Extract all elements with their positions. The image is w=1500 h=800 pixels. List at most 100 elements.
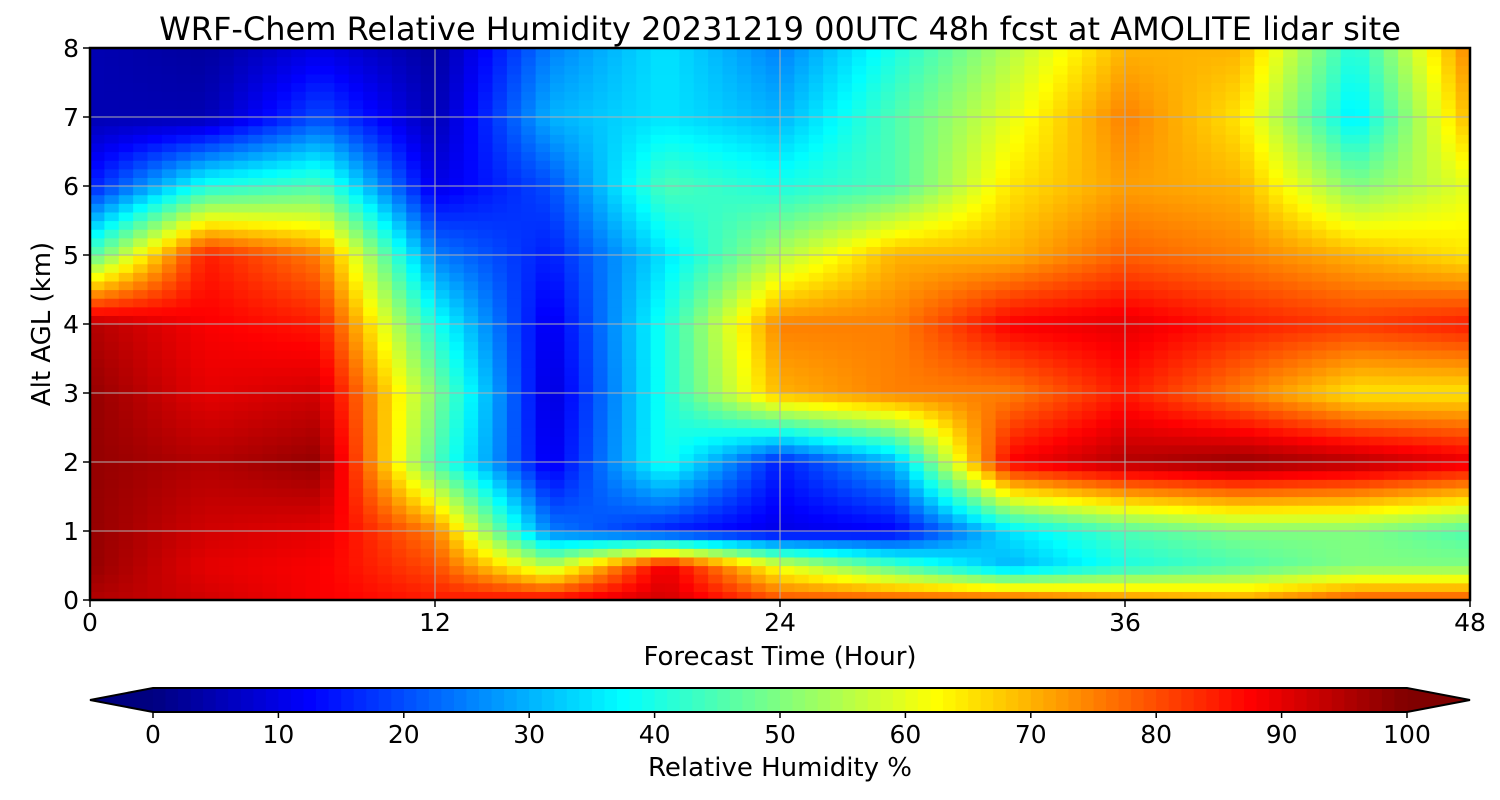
heatmap-cell bbox=[478, 548, 494, 558]
heatmap-cell bbox=[377, 522, 393, 532]
heatmap-cell bbox=[981, 522, 997, 532]
heatmap-cell bbox=[966, 453, 982, 463]
heatmap-cell bbox=[363, 186, 379, 196]
heatmap-cell bbox=[722, 358, 738, 368]
heatmap-cell bbox=[736, 255, 752, 265]
heatmap-cell bbox=[1225, 479, 1241, 489]
heatmap-cell bbox=[248, 151, 264, 161]
heatmap-cell bbox=[1297, 349, 1313, 360]
heatmap-cell bbox=[1383, 505, 1399, 515]
heatmap-cell bbox=[104, 280, 120, 291]
heatmap-cell bbox=[535, 341, 551, 351]
heatmap-cell bbox=[722, 427, 738, 437]
heatmap-cell bbox=[564, 513, 580, 523]
heatmap-cell bbox=[1268, 462, 1284, 472]
heatmap-cell bbox=[693, 556, 709, 567]
heatmap-cell bbox=[1426, 186, 1442, 196]
heatmap-cell bbox=[233, 582, 249, 592]
heatmap-cell bbox=[1225, 229, 1241, 239]
heatmap-cell bbox=[794, 358, 810, 368]
heatmap-cell bbox=[1168, 211, 1184, 222]
heatmap-cell bbox=[133, 496, 149, 506]
heatmap-cell bbox=[1326, 177, 1342, 187]
heatmap-cell bbox=[636, 496, 652, 506]
heatmap-cell bbox=[1139, 263, 1155, 273]
heatmap-cell bbox=[995, 263, 1011, 273]
heatmap-cell bbox=[1326, 522, 1342, 532]
heatmap-cell bbox=[1196, 315, 1212, 325]
heatmap-cell bbox=[593, 418, 609, 429]
heatmap-cell bbox=[190, 539, 206, 549]
heatmap-cell bbox=[219, 453, 235, 463]
heatmap-cell bbox=[1441, 531, 1457, 541]
heatmap-cell bbox=[478, 487, 494, 498]
heatmap-cell bbox=[751, 160, 767, 170]
heatmap-cell bbox=[363, 436, 379, 446]
heatmap-cell bbox=[665, 436, 680, 446]
heatmap-cell bbox=[492, 410, 508, 420]
heatmap-cell bbox=[1110, 246, 1126, 256]
heatmap-cell bbox=[866, 203, 882, 213]
heatmap-cell bbox=[895, 341, 910, 351]
heatmap-cell bbox=[104, 263, 120, 273]
heatmap-cell bbox=[550, 220, 565, 230]
heatmap-cell bbox=[1311, 332, 1327, 342]
heatmap-cell bbox=[665, 539, 680, 549]
heatmap-cell bbox=[420, 263, 436, 273]
heatmap-cell bbox=[1125, 444, 1140, 454]
heatmap-cell bbox=[104, 358, 120, 368]
heatmap-cell bbox=[1412, 358, 1428, 368]
heatmap-cell bbox=[521, 565, 537, 575]
heatmap-cell bbox=[1240, 315, 1255, 325]
heatmap-cell bbox=[1225, 556, 1241, 567]
heatmap-cell bbox=[133, 298, 149, 308]
heatmap-cell bbox=[348, 177, 364, 187]
heatmap-cell bbox=[1038, 358, 1054, 368]
heatmap-cell bbox=[708, 522, 724, 532]
heatmap-cell bbox=[981, 306, 997, 316]
heatmap-cell bbox=[578, 513, 594, 523]
heatmap-cell bbox=[535, 548, 551, 558]
heatmap-cell bbox=[305, 220, 321, 230]
heatmap-cell bbox=[133, 289, 149, 299]
heatmap-cell bbox=[1110, 556, 1126, 567]
heatmap-cell bbox=[794, 393, 810, 403]
heatmap-cell bbox=[1383, 565, 1399, 575]
heatmap-cell bbox=[492, 427, 508, 437]
heatmap-cell bbox=[1153, 298, 1169, 308]
heatmap-cell bbox=[406, 332, 422, 342]
heatmap-cell bbox=[1196, 487, 1212, 498]
heatmap-cell bbox=[463, 401, 479, 411]
heatmap-cell bbox=[233, 591, 249, 601]
heatmap-cell bbox=[780, 315, 795, 325]
heatmap-cell bbox=[1125, 513, 1140, 523]
heatmap-cell bbox=[176, 289, 192, 299]
heatmap-cell bbox=[1355, 401, 1370, 411]
heatmap-cell bbox=[1426, 280, 1442, 291]
heatmap-cell bbox=[1153, 349, 1169, 360]
heatmap-cell bbox=[923, 505, 939, 515]
heatmap-cell bbox=[665, 280, 680, 291]
heatmap-cell bbox=[1110, 496, 1126, 506]
heatmap-cell bbox=[1125, 565, 1140, 575]
heatmap-cell bbox=[1355, 280, 1370, 291]
heatmap-cell bbox=[895, 418, 910, 429]
heatmap-cell bbox=[161, 479, 177, 489]
heatmap-cell bbox=[636, 384, 652, 394]
heatmap-cell bbox=[1441, 358, 1457, 368]
heatmap-cell bbox=[736, 513, 752, 523]
heatmap-cell bbox=[765, 556, 781, 567]
heatmap-cell bbox=[363, 358, 379, 368]
heatmap-cell bbox=[435, 177, 450, 187]
heatmap-cell bbox=[1139, 582, 1155, 592]
heatmap-cell bbox=[808, 427, 824, 437]
heatmap-cell bbox=[564, 401, 580, 411]
heatmap-cell bbox=[176, 531, 192, 541]
heatmap-cell bbox=[765, 160, 781, 170]
heatmap-cell bbox=[851, 462, 867, 472]
heatmap-cell bbox=[938, 280, 954, 291]
heatmap-cell bbox=[995, 341, 1011, 351]
heatmap-cell bbox=[593, 358, 609, 368]
heatmap-cell bbox=[1369, 341, 1385, 351]
heatmap-cell bbox=[650, 556, 666, 567]
